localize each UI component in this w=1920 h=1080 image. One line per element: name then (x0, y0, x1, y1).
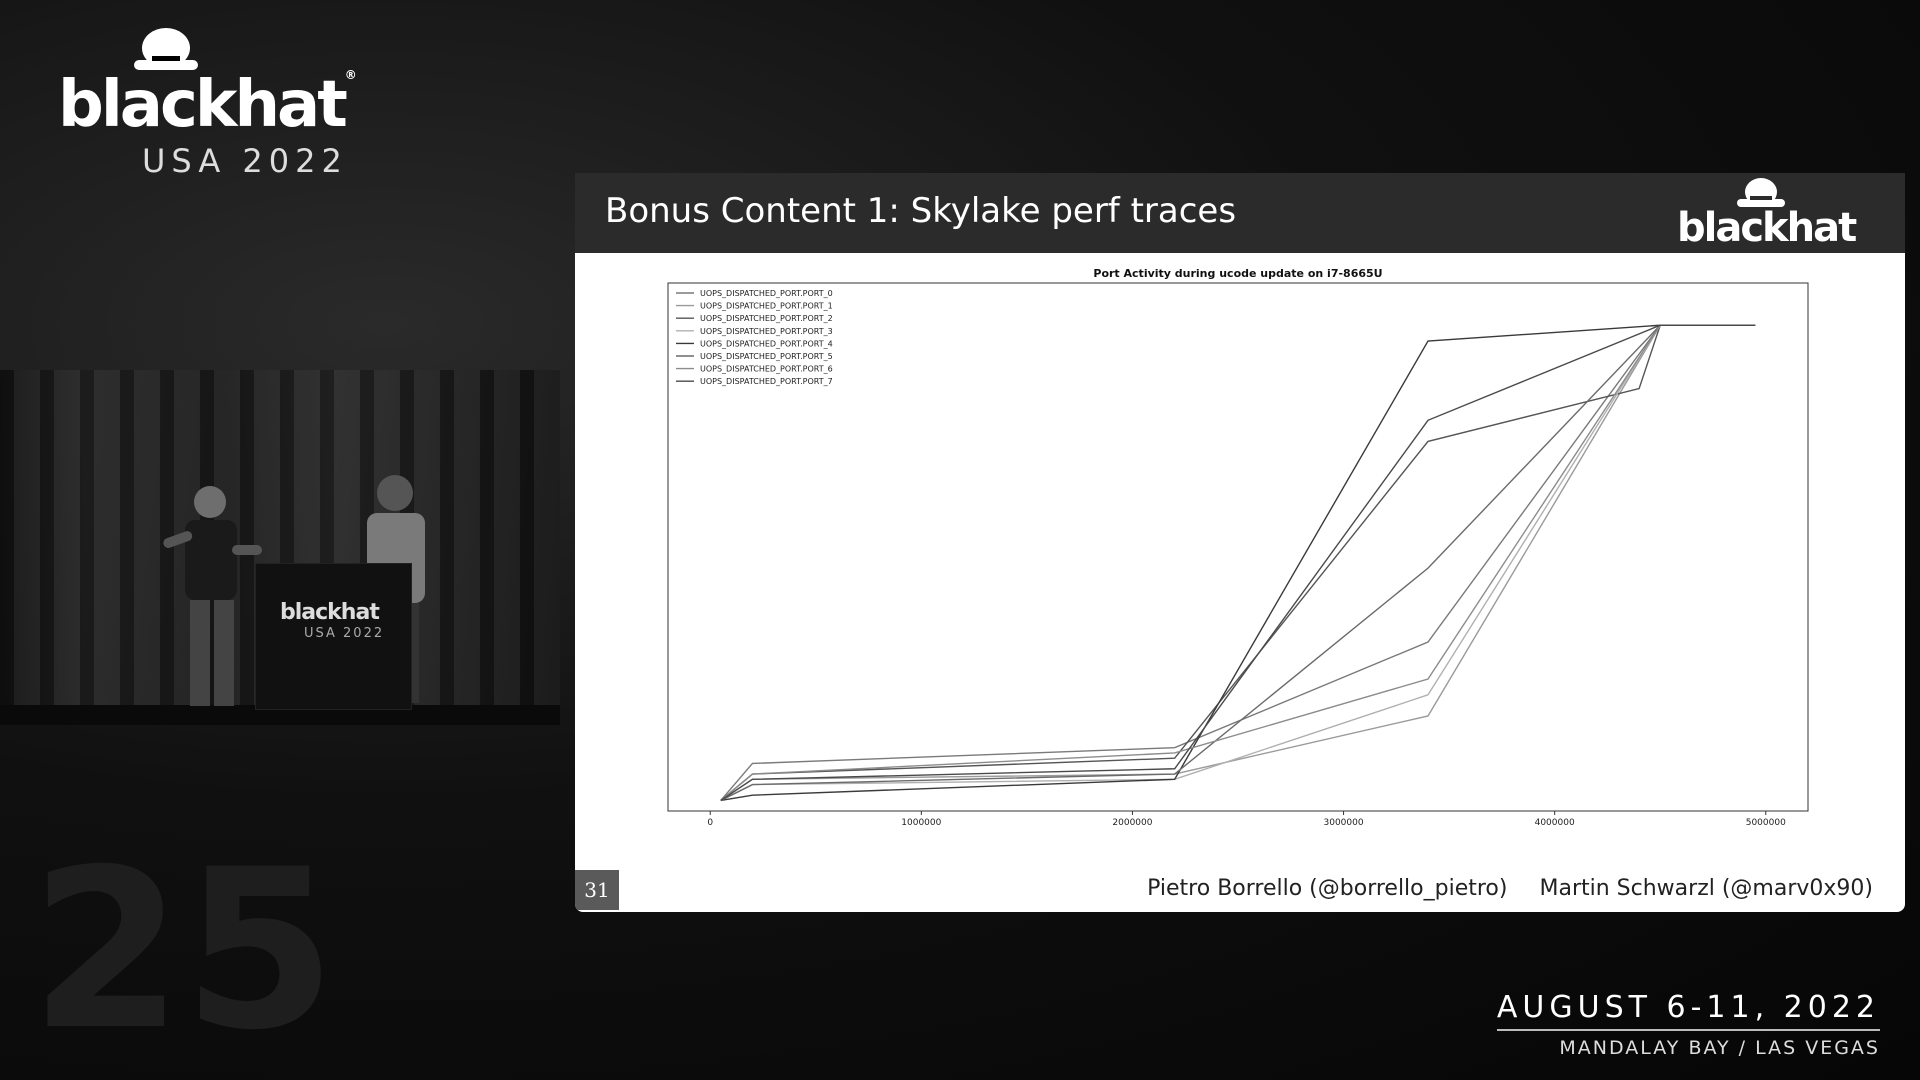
podium: blackhat USA 2022 (255, 563, 412, 710)
presentation-slide: Bonus Content 1: Skylake perf traces bla… (575, 173, 1905, 912)
legend-label-port-4: UOPS_DISPATCHED_PORT.PORT_4 (700, 339, 833, 348)
event-location: MANDALAY BAY / LAS VEGAS (1559, 1037, 1880, 1059)
series-line-port-4 (720, 324, 1756, 802)
legend-label-port-3: UOPS_DISPATCHED_PORT.PORT_3 (700, 327, 833, 336)
x-tick-label: 3000000 (1324, 818, 1364, 828)
event-dates: AUGUST 6-11, 2022 (1496, 990, 1880, 1031)
anniversary-25: 25 (30, 822, 337, 1078)
legend-label-port-1: UOPS_DISPATCHED_PORT.PORT_1 (700, 302, 833, 311)
blackhat-wordmark: blackhat® (58, 68, 357, 142)
slide-footer: 31 Pietro Borrello (@borrello_pietro) Mar… (575, 868, 1905, 912)
event-info: AUGUST 6-11, 2022 MANDALAY BAY / LAS VEG… (1496, 990, 1880, 1059)
legend-label-port-2: UOPS_DISPATCHED_PORT.PORT_2 (700, 314, 833, 323)
spy-hat-icon (1737, 178, 1785, 207)
page-number: 31 (575, 870, 619, 910)
legend-label-port-6: UOPS_DISPATCHED_PORT.PORT_6 (700, 365, 833, 374)
slide-blackhat-logo: blackhat (1667, 173, 1887, 253)
event-year: USA 2022 (142, 142, 348, 180)
authors: Pietro Borrello (@borrello_pietro) Martin… (1115, 876, 1873, 901)
series-line-port-7 (720, 324, 1756, 802)
x-tick-label: 2000000 (1112, 818, 1152, 828)
slide-title: Bonus Content 1: Skylake perf traces (605, 191, 1237, 231)
x-tick-label: 1000000 (901, 818, 941, 828)
author-1: Pietro Borrello (@borrello_pietro) (1147, 876, 1508, 901)
blackhat-logo: blackhat® USA 2022 (58, 20, 388, 180)
legend-label-port-7: UOPS_DISPATCHED_PORT.PORT_7 (700, 377, 833, 386)
line-chart: Port Activity during ucode update on i7-… (667, 267, 1809, 828)
chart-area: Port Activity during ucode update on i7-… (575, 253, 1905, 853)
slide-header: Bonus Content 1: Skylake perf traces bla… (575, 173, 1905, 253)
podium-sub: USA 2022 (304, 626, 385, 641)
x-tick-label: 0 (707, 818, 713, 828)
stage-floor (0, 705, 560, 725)
legend-label-port-5: UOPS_DISPATCHED_PORT.PORT_5 (700, 352, 833, 361)
series-line-port-3 (720, 324, 1756, 802)
presenter-left (163, 486, 262, 706)
series-line-port-1 (720, 324, 1756, 802)
x-tick-label: 5000000 (1746, 818, 1786, 828)
series-line-port-5 (720, 324, 1756, 802)
plot-frame (667, 282, 1809, 812)
author-2: Martin Schwarzl (@marv0x90) (1539, 876, 1873, 901)
chart-title: Port Activity during ucode update on i7-… (1093, 267, 1382, 280)
series-line-port-2 (720, 324, 1756, 801)
series-line-port-6 (720, 324, 1756, 801)
legend-label-port-0: UOPS_DISPATCHED_PORT.PORT_0 (700, 289, 833, 298)
podium-logo: blackhat (280, 600, 380, 625)
spy-hat-icon (134, 28, 198, 70)
x-tick-label: 4000000 (1535, 818, 1575, 828)
series-line-port-0 (720, 324, 1756, 801)
